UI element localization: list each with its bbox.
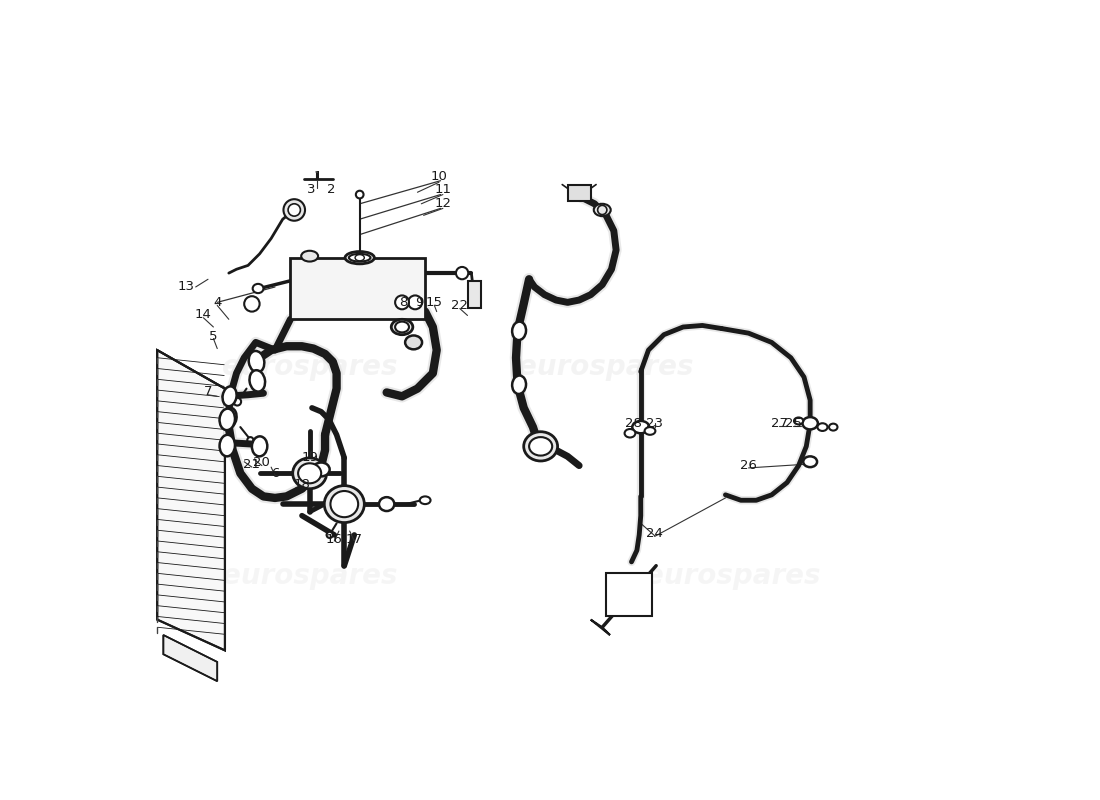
- Text: 26: 26: [740, 459, 757, 472]
- Text: 2: 2: [327, 183, 336, 197]
- Ellipse shape: [594, 204, 610, 216]
- Text: 7: 7: [204, 385, 212, 398]
- Ellipse shape: [301, 250, 318, 262]
- Polygon shape: [157, 350, 224, 650]
- Ellipse shape: [250, 370, 265, 392]
- Circle shape: [408, 295, 422, 310]
- Bar: [568, 185, 591, 202]
- Text: 24: 24: [646, 527, 663, 540]
- Circle shape: [244, 296, 260, 311]
- Ellipse shape: [817, 423, 827, 431]
- Text: 19: 19: [301, 451, 318, 464]
- Ellipse shape: [345, 251, 374, 264]
- Ellipse shape: [513, 375, 526, 394]
- Ellipse shape: [524, 432, 558, 461]
- Text: 8: 8: [399, 296, 408, 309]
- Text: 28: 28: [625, 417, 641, 430]
- Ellipse shape: [513, 322, 526, 340]
- Text: eurospares: eurospares: [222, 562, 397, 590]
- Circle shape: [233, 398, 241, 406]
- Ellipse shape: [253, 284, 264, 293]
- Ellipse shape: [632, 421, 649, 434]
- Ellipse shape: [625, 429, 636, 438]
- Text: 17: 17: [345, 533, 363, 546]
- Ellipse shape: [324, 486, 364, 522]
- Ellipse shape: [293, 458, 327, 489]
- Ellipse shape: [222, 408, 236, 428]
- Bar: [290, 258, 425, 319]
- Text: 14: 14: [195, 308, 212, 321]
- Text: 9: 9: [415, 296, 424, 309]
- Ellipse shape: [349, 254, 371, 262]
- Polygon shape: [591, 619, 609, 635]
- Text: 10: 10: [430, 170, 448, 183]
- Circle shape: [284, 199, 305, 221]
- Ellipse shape: [252, 436, 267, 456]
- Text: 25: 25: [784, 417, 802, 430]
- Ellipse shape: [802, 417, 818, 430]
- Text: 27: 27: [771, 417, 788, 430]
- Polygon shape: [163, 635, 218, 682]
- Text: 21: 21: [243, 458, 261, 470]
- Ellipse shape: [829, 424, 837, 430]
- Ellipse shape: [395, 322, 409, 332]
- Text: 15: 15: [426, 296, 443, 309]
- Bar: [468, 281, 482, 308]
- Text: 16: 16: [326, 533, 343, 546]
- Ellipse shape: [529, 437, 552, 455]
- Text: 18: 18: [294, 478, 310, 490]
- Ellipse shape: [249, 351, 264, 372]
- Text: 12: 12: [434, 198, 451, 210]
- Text: 23: 23: [646, 417, 663, 430]
- Text: 22: 22: [451, 299, 469, 312]
- Circle shape: [455, 267, 469, 279]
- Ellipse shape: [405, 335, 422, 350]
- Text: eurospares: eurospares: [518, 353, 694, 381]
- Ellipse shape: [803, 456, 817, 467]
- Text: eurospares: eurospares: [646, 562, 821, 590]
- Ellipse shape: [298, 463, 321, 483]
- Circle shape: [288, 204, 300, 216]
- Text: 3: 3: [307, 183, 316, 197]
- Text: eurospares: eurospares: [222, 353, 397, 381]
- Ellipse shape: [420, 496, 430, 504]
- Text: 13: 13: [178, 281, 195, 294]
- Text: 1: 1: [314, 170, 321, 183]
- Ellipse shape: [794, 418, 803, 425]
- Bar: [606, 574, 652, 616]
- Ellipse shape: [330, 491, 359, 517]
- Ellipse shape: [220, 435, 235, 456]
- Ellipse shape: [392, 319, 412, 334]
- Circle shape: [355, 190, 364, 198]
- Ellipse shape: [220, 409, 235, 430]
- Circle shape: [327, 532, 332, 538]
- Text: 20: 20: [253, 456, 271, 469]
- Circle shape: [597, 206, 607, 214]
- Ellipse shape: [378, 497, 394, 511]
- Ellipse shape: [645, 427, 656, 435]
- Ellipse shape: [355, 254, 364, 261]
- Text: 4: 4: [213, 296, 221, 309]
- Text: 11: 11: [434, 183, 451, 197]
- Ellipse shape: [222, 386, 236, 406]
- Ellipse shape: [312, 462, 330, 476]
- Text: 5: 5: [209, 330, 218, 342]
- Text: 6: 6: [271, 467, 279, 480]
- Circle shape: [248, 437, 253, 443]
- Circle shape: [395, 295, 409, 310]
